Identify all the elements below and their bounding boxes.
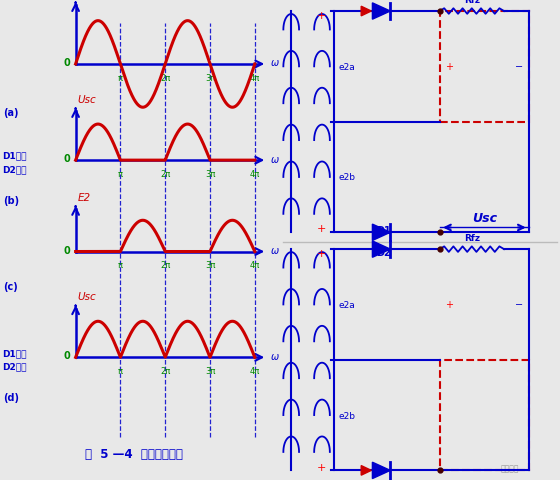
Text: Rfz: Rfz (464, 233, 480, 242)
Text: D2: D2 (376, 247, 391, 257)
Text: ω: ω (270, 246, 279, 255)
Text: ω: ω (270, 59, 279, 68)
Text: 4π: 4π (250, 366, 260, 375)
Text: (d): (d) (3, 392, 19, 402)
Text: (b): (b) (3, 195, 19, 205)
Text: (c): (c) (3, 281, 17, 291)
Text: 3π: 3π (205, 169, 215, 179)
Text: 4π: 4π (250, 169, 260, 179)
Text: −: − (515, 62, 524, 72)
Text: Usc: Usc (77, 95, 96, 105)
Text: Usc: Usc (77, 292, 96, 302)
Text: π: π (118, 169, 123, 179)
Text: Usc: Usc (472, 211, 497, 224)
Text: 2π: 2π (160, 169, 170, 179)
Polygon shape (372, 241, 390, 258)
Polygon shape (361, 466, 371, 475)
Text: E2: E2 (77, 192, 90, 203)
Text: −: − (515, 300, 524, 310)
Text: e2b: e2b (339, 173, 356, 182)
Text: π: π (118, 73, 123, 83)
Polygon shape (372, 225, 390, 241)
Text: 3π: 3π (205, 366, 215, 375)
Text: 2π: 2π (160, 261, 170, 270)
Text: D1: D1 (376, 225, 391, 235)
Polygon shape (361, 7, 371, 17)
Text: 电源联盟: 电源联盟 (500, 463, 519, 472)
Text: e2a: e2a (339, 300, 356, 309)
Text: D1截止: D1截止 (2, 348, 27, 357)
Text: 图  5 —4  全波整流波形: 图 5 —4 全波整流波形 (86, 447, 183, 460)
Text: Rfz: Rfz (464, 0, 480, 5)
Text: ω: ω (270, 351, 279, 361)
Text: +: + (445, 62, 453, 72)
Text: π: π (118, 366, 123, 375)
Polygon shape (372, 4, 390, 20)
Text: 0: 0 (63, 154, 70, 164)
Text: 2π: 2π (160, 366, 170, 375)
Text: ω: ω (270, 155, 279, 164)
Text: 0: 0 (63, 58, 70, 68)
Text: 4π: 4π (250, 73, 260, 83)
Polygon shape (372, 462, 390, 479)
Text: D2导通: D2导通 (2, 362, 27, 371)
Text: 0: 0 (63, 351, 70, 360)
Text: +: + (317, 462, 326, 471)
Text: e2b: e2b (339, 411, 356, 420)
Text: D2截止: D2截止 (2, 165, 27, 174)
Text: 3π: 3π (205, 73, 215, 83)
Text: +: + (317, 224, 326, 234)
Text: 0: 0 (63, 245, 70, 255)
Text: +: + (317, 11, 326, 21)
Text: 3π: 3π (205, 261, 215, 270)
Text: π: π (118, 261, 123, 270)
Text: D1导通: D1导通 (2, 152, 27, 160)
Text: +: + (317, 249, 326, 258)
Text: 4π: 4π (250, 261, 260, 270)
Text: 2π: 2π (160, 73, 170, 83)
Text: e2a: e2a (339, 63, 356, 72)
Text: +: + (445, 300, 453, 310)
Text: (a): (a) (3, 108, 18, 117)
